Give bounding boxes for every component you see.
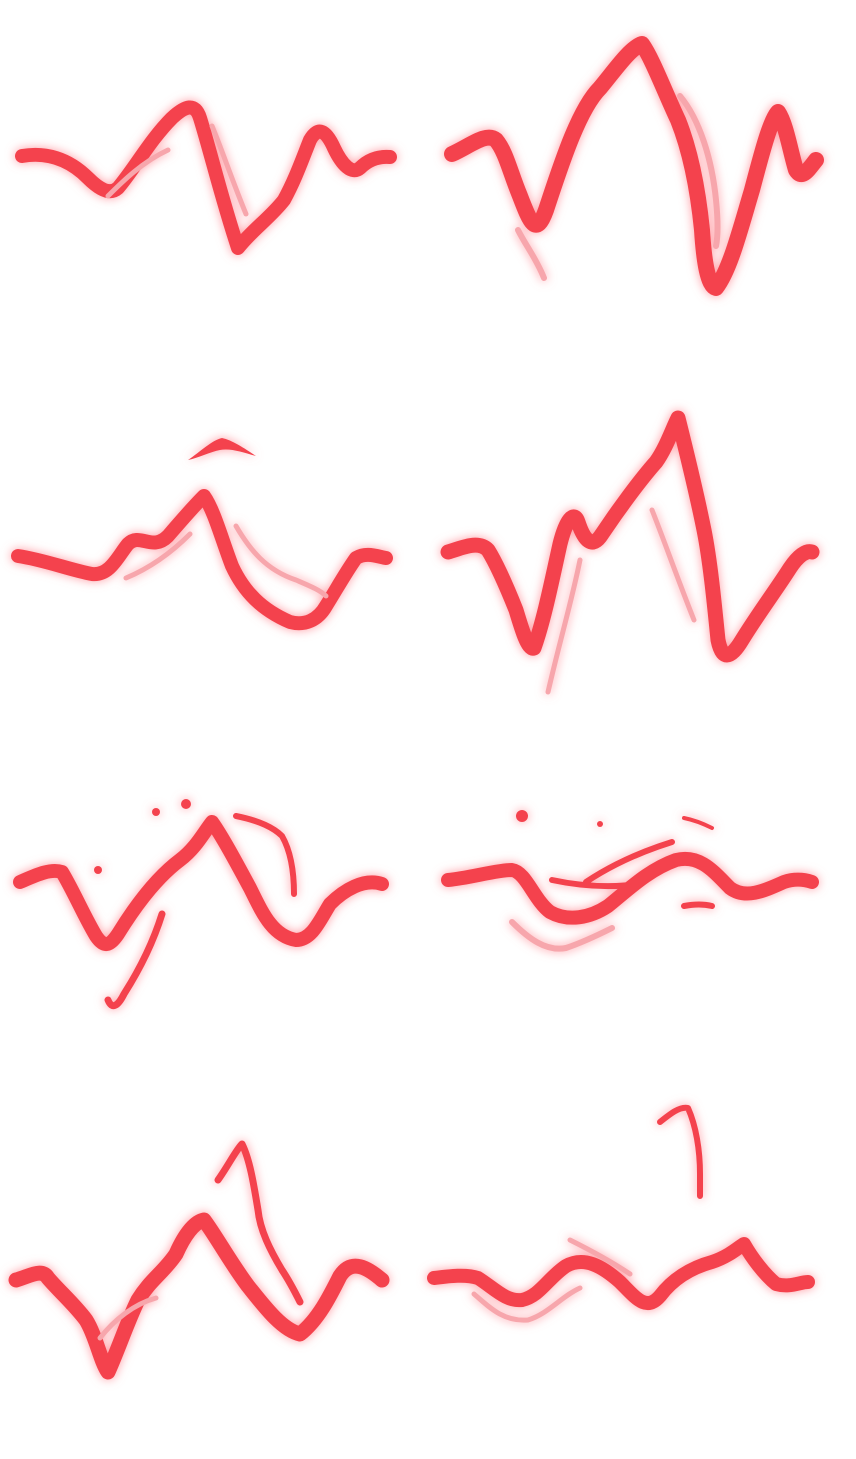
streak-fragment: [104, 910, 166, 1010]
squiggle-main: [8, 1212, 390, 1380]
frame-8: [427, 1104, 815, 1323]
frame-4: [440, 410, 820, 695]
streak-fragment: [657, 1104, 703, 1199]
frame-3: [11, 438, 393, 631]
squiggle-highlight: [105, 123, 249, 217]
frame-5: [13, 799, 389, 1010]
spark-dot: [181, 799, 191, 809]
squiggle-main: [444, 36, 824, 296]
squiggle-highlight: [549, 839, 715, 909]
squiggle-main: [15, 100, 397, 255]
squiggle-main: [441, 851, 819, 925]
squiggle-main: [11, 489, 393, 631]
squiggle-highlight: [545, 507, 697, 695]
frame-7: [8, 1140, 390, 1380]
squiggle-highlight: [233, 813, 297, 897]
frame-2: [444, 36, 824, 296]
spark-fragment: [188, 438, 256, 460]
squiggle-highlight: [471, 1237, 633, 1323]
streak-fragment: [509, 919, 615, 952]
spark-dot: [516, 810, 528, 822]
squiggle-main: [440, 410, 820, 663]
frame-1: [15, 100, 397, 255]
squiggle-main: [13, 815, 389, 951]
squiggle-highlight: [214, 1140, 304, 1306]
frame-6: [441, 810, 819, 952]
squiggle-highlight: [515, 93, 721, 281]
streak-fragment: [97, 1295, 159, 1341]
squiggle-highlight: [123, 523, 329, 599]
squiggle-main: [427, 1237, 815, 1310]
spark-streak: [682, 816, 714, 830]
spark-dot: [94, 866, 102, 874]
spark-dot: [152, 808, 160, 816]
spark-dot: [597, 821, 603, 827]
